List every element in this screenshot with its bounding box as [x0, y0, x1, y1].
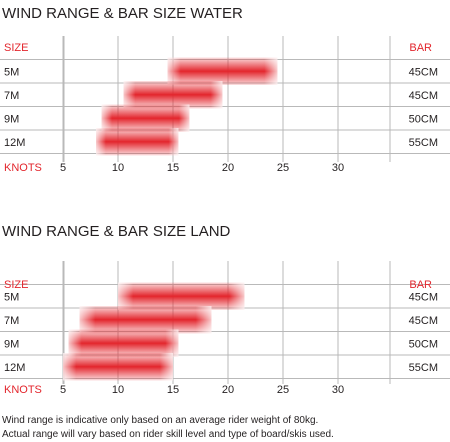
- size-label: 7M: [4, 315, 19, 327]
- wind-range-bar-fade: [167, 57, 278, 85]
- size-label: 9M: [4, 338, 19, 350]
- bar-size-label: 45CM: [409, 90, 438, 102]
- x-tick-label: 10: [112, 162, 124, 174]
- footnote-line-2: Actual range will vary based on rider sk…: [2, 429, 334, 440]
- bar-size-label: 45CM: [409, 291, 438, 303]
- size-label: 12M: [4, 137, 25, 149]
- chart-title: WIND RANGE & BAR SIZE WATER: [2, 5, 243, 22]
- wind-range-bar-fade: [63, 353, 173, 381]
- x-tick-label: 30: [332, 384, 344, 396]
- bar-size-label: 45CM: [409, 66, 438, 78]
- x-tick-label: 10: [112, 384, 124, 396]
- size-label: 9M: [4, 113, 19, 125]
- x-tick-label: 5: [60, 384, 66, 396]
- wind-range-bar-fade: [79, 306, 212, 334]
- x-tick-label: 30: [332, 162, 344, 174]
- x-tick-label: 15: [167, 162, 179, 174]
- size-header: SIZE: [4, 279, 28, 291]
- x-tick-label: 20: [222, 384, 234, 396]
- x-axis-label: KNOTS: [4, 384, 42, 396]
- size-label: 7M: [4, 90, 19, 102]
- x-tick-label: 25: [277, 162, 289, 174]
- bar-header: BAR: [409, 42, 432, 54]
- chart-title: WIND RANGE & BAR SIZE LAND: [2, 223, 231, 240]
- bar-size-label: 55CM: [409, 362, 438, 374]
- x-tick-label: 25: [277, 384, 289, 396]
- wind-range-bar-fade: [101, 104, 190, 132]
- size-header: SIZE: [4, 42, 28, 54]
- x-axis-label: KNOTS: [4, 162, 42, 174]
- bar-header: BAR: [409, 279, 432, 291]
- x-tick-label: 15: [167, 384, 179, 396]
- wind-range-bar-fade: [96, 128, 179, 156]
- bar-size-label: 50CM: [409, 113, 438, 125]
- wind-range-bar-fade: [123, 81, 223, 109]
- bar-size-label: 55CM: [409, 137, 438, 149]
- bar-size-label: 45CM: [409, 315, 438, 327]
- size-label: 5M: [4, 66, 19, 78]
- x-tick-label: 20: [222, 162, 234, 174]
- wind-range-bar-fade: [118, 282, 245, 310]
- x-tick-label: 5: [60, 162, 66, 174]
- chart-0: WIND RANGE & BAR SIZE WATER SIZE BAR 5M 45CM…: [0, 5, 450, 174]
- footnote-line-1: Wind range is indicative only based on a…: [2, 415, 319, 426]
- wind-range-bar-fade: [68, 329, 179, 357]
- size-label: 5M: [4, 291, 19, 303]
- chart-1: WIND RANGE & BAR SIZE LAND SIZE BAR 5M 45CM 7…: [0, 223, 450, 396]
- size-label: 12M: [4, 362, 25, 374]
- bar-size-label: 50CM: [409, 338, 438, 350]
